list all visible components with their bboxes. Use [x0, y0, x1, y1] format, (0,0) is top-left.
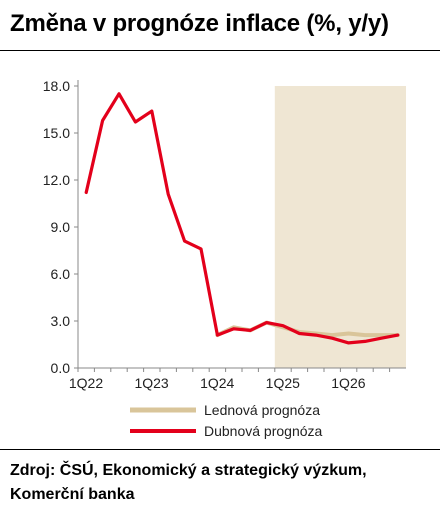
x-tick-label: 1Q24	[200, 375, 234, 391]
source-note: Zdroj: ČSÚ, Ekonomický a strategický výz…	[10, 462, 367, 503]
y-tick-label: 15.0	[43, 125, 70, 141]
y-tick-label: 18.0	[43, 78, 70, 94]
x-tick-label: 1Q22	[69, 375, 103, 391]
legend-label: Lednová prognóza	[204, 402, 320, 418]
legend-label: Dubnová prognóza	[204, 423, 323, 439]
source-divider	[0, 449, 440, 450]
y-tick-label: 0.0	[51, 360, 71, 376]
x-tick-label: 1Q26	[331, 375, 365, 391]
x-tick-label: 1Q25	[266, 375, 300, 391]
y-tick-label: 3.0	[51, 313, 71, 329]
title-divider	[0, 50, 440, 51]
y-tick-label: 6.0	[51, 266, 71, 282]
series-line-dubnova	[84, 92, 400, 345]
y-tick-label: 9.0	[51, 219, 71, 235]
y-tick-label: 12.0	[43, 172, 70, 188]
chart-title: Změna v prognóze inflace (%, y/y)	[10, 10, 389, 37]
x-tick-label: 1Q23	[134, 375, 168, 391]
forecast-shade	[274, 86, 406, 368]
line-chart: 0.0 3.0 6.0 9.0 12.0 15.0 18.0 1Q22 1Q23 1Q24 1Q25…	[43, 78, 406, 439]
